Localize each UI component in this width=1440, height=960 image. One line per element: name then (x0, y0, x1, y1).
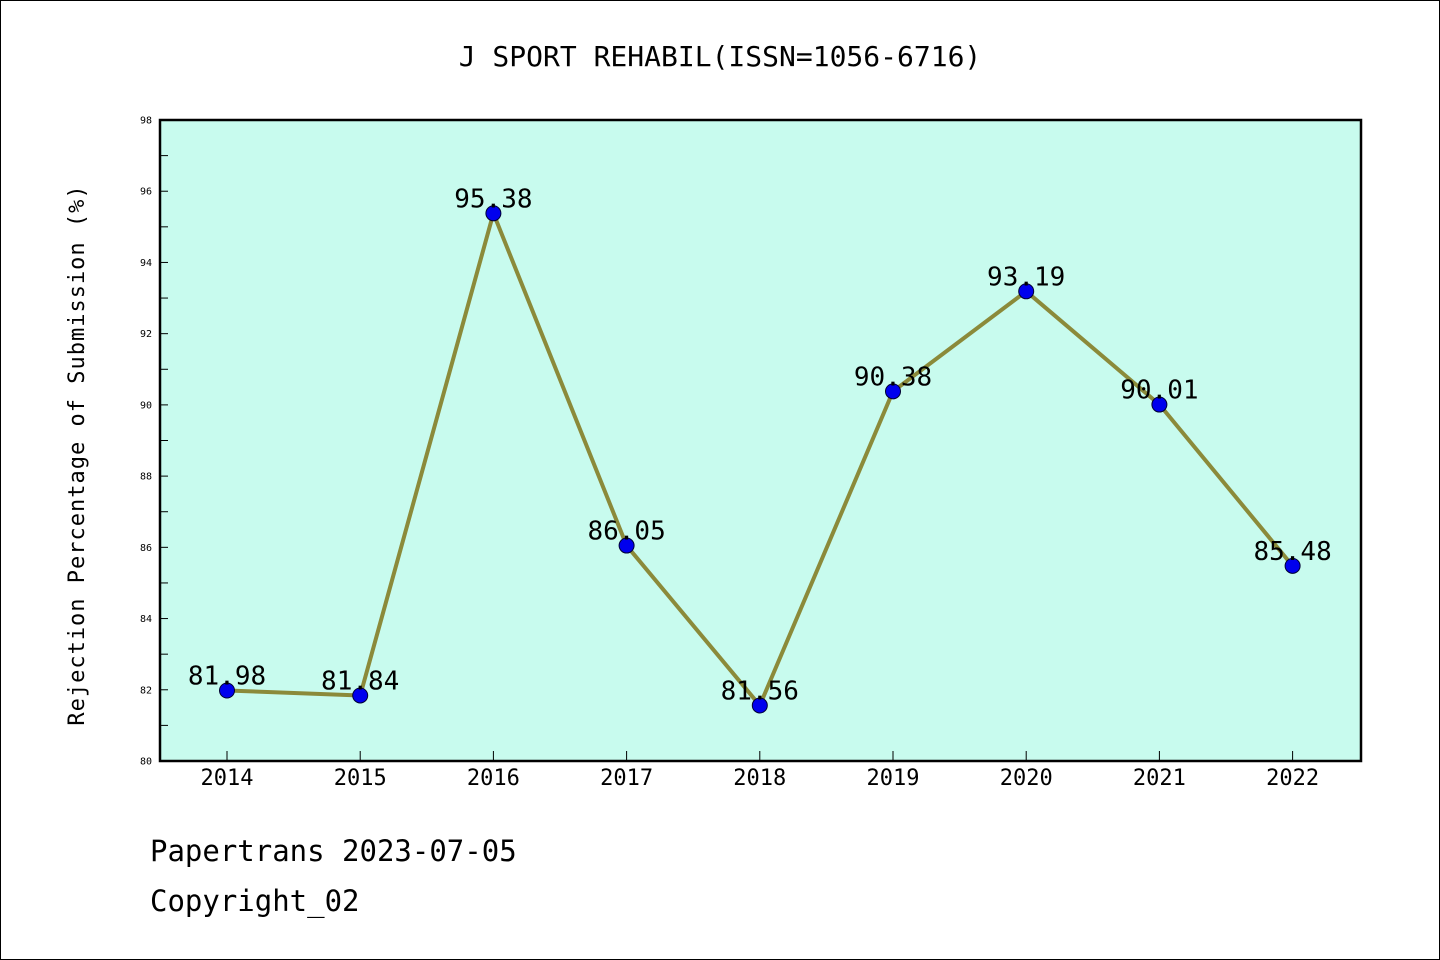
y-tick-label: 88 (140, 472, 152, 483)
data-point (751, 697, 768, 714)
x-tick-label: 2019 (867, 766, 920, 791)
data-point (1151, 396, 1168, 413)
series-layer (219, 205, 1301, 714)
data-point (618, 537, 635, 554)
y-tick-label: 98 (140, 116, 152, 127)
x-tick-label: 2021 (1133, 766, 1186, 791)
footer-date-line: Papertrans 2023-07-05 (150, 834, 517, 868)
data-point (485, 205, 502, 222)
data-label: 81.98 (188, 661, 266, 691)
chart-title: J SPORT REHABIL(ISSN=1056-6716) (459, 40, 982, 73)
y-tick-label: 90 (140, 400, 152, 411)
y-tick-label: 86 (140, 543, 152, 554)
y-tick-label: 94 (140, 258, 152, 269)
data-point (352, 687, 369, 704)
x-tick-label: 2015 (334, 766, 387, 791)
y-tick-label: 84 (140, 614, 152, 625)
y-tick-label: 80 (140, 757, 152, 768)
y-tick-label: 82 (140, 685, 152, 696)
data-label: 95.38 (454, 184, 532, 214)
data-label-layer: 81.98 81.84 95.38 86.05 81.56 90.38 93.19 90.01… (188, 184, 1332, 706)
y-axis: 80 82 84 86 88 90 92 94 96 98 (140, 116, 168, 768)
x-axis: 2014 2015 2016 2017 2018 2019 2020 2021 2022 (201, 751, 1319, 791)
data-label: 90.38 (854, 362, 932, 392)
data-point (1284, 557, 1301, 574)
y-tick-label: 96 (140, 187, 152, 198)
x-tick-label: 2022 (1266, 766, 1319, 791)
data-point (219, 682, 235, 699)
x-tick-label: 2017 (600, 766, 653, 791)
data-label: 90.01 (1120, 376, 1198, 406)
footer-copyright-line: Copyright_02 (150, 884, 360, 918)
data-label: 81.84 (321, 666, 399, 696)
x-tick-label: 2020 (1000, 766, 1053, 791)
data-label: 85.48 (1253, 537, 1331, 567)
y-tick-label: 92 (140, 329, 152, 340)
y-axis-label: Rejection Percentage of Submission (%) (65, 184, 90, 725)
x-tick-label: 2014 (201, 766, 254, 791)
data-point (1018, 283, 1035, 300)
data-point (885, 383, 901, 400)
data-label: 81.56 (721, 676, 799, 706)
data-label: 93.19 (987, 262, 1065, 292)
x-tick-label: 2018 (733, 766, 786, 791)
data-label: 86.05 (587, 517, 665, 547)
x-tick-label: 2016 (467, 766, 520, 791)
plot-area (158, 118, 1363, 763)
